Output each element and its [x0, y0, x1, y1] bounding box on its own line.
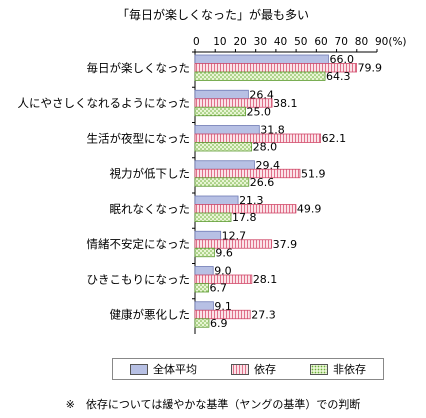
category-label: 情緒不安定になった	[87, 237, 191, 251]
bar-non-dependent	[194, 142, 253, 152]
category-label: 毎日が楽しくなった	[87, 61, 191, 75]
bar-dependent	[194, 168, 301, 179]
value-label: 17.8	[232, 211, 256, 224]
bar-dependent	[194, 133, 321, 143]
value-label: 26.4	[249, 88, 273, 101]
bar-dependent	[194, 239, 273, 249]
legend: 全体平均 依存 非依存	[112, 358, 384, 380]
category-label: 視力が低下した	[110, 167, 191, 181]
x-tick-label: 60	[314, 36, 327, 48]
x-tick-label: 0	[193, 36, 200, 48]
bar-dependent	[194, 309, 251, 320]
legend-item-non-dependent: 非依存	[310, 361, 366, 377]
bar-non-dependent	[194, 71, 326, 81]
x-tick-label: 90(%)	[375, 36, 407, 48]
category-label: 眠れなくなった	[110, 202, 191, 216]
category-label: 健康が悪化した	[110, 308, 191, 322]
legend-item-average: 全体平均	[130, 361, 197, 377]
value-label: 21.3	[239, 194, 264, 207]
chart-title: 「毎日が楽しくなった」が最も多い	[116, 8, 309, 22]
value-label: 38.1	[273, 97, 298, 110]
bar-average	[194, 54, 329, 64]
value-label: 51.9	[301, 167, 326, 180]
value-label: 66.0	[329, 53, 354, 66]
footnote: ※ 依存については緩やかな基準（ヤングの基準）での判断	[65, 398, 361, 411]
x-tick-label: 20	[233, 36, 246, 48]
value-label: 27.3	[251, 308, 276, 321]
x-tick-label: 10	[213, 36, 226, 48]
x-tick-label: 40	[274, 36, 287, 48]
x-tick-label: 80	[355, 36, 368, 48]
bar-non-dependent	[194, 318, 210, 328]
x-tick-label: 30	[254, 36, 267, 48]
value-label: 9.6	[215, 246, 233, 259]
value-label: 28.0	[253, 141, 278, 154]
x-tick-label: 50	[294, 36, 307, 48]
value-label: 31.8	[260, 124, 285, 137]
value-label: 26.6	[250, 176, 275, 189]
legend-label-average: 全体平均	[153, 363, 197, 376]
bar-non-dependent	[194, 283, 209, 293]
value-label: 6.7	[210, 282, 228, 295]
legend-label-non-dependent: 非依存	[333, 363, 366, 376]
bar-average	[194, 230, 222, 241]
bar-average	[194, 266, 214, 276]
category-label: 人にやさしくなれるようになった	[18, 96, 191, 110]
value-label: 12.7	[222, 229, 247, 242]
bar-average	[194, 301, 214, 311]
legend-item-dependent: 依存	[231, 361, 276, 377]
bar-dependent	[194, 274, 253, 284]
legend-swatch-non-dependent	[310, 363, 328, 375]
legend-label-dependent: 依存	[254, 363, 276, 376]
value-label: 28.1	[253, 273, 278, 286]
bar-dependent	[194, 204, 297, 214]
value-label: 6.9	[210, 317, 228, 330]
legend-swatch-dependent	[231, 363, 249, 375]
value-label: 29.4	[255, 159, 280, 172]
value-label: 25.0	[247, 105, 271, 118]
legend-swatch-average	[130, 363, 148, 375]
value-label: 9.1	[214, 300, 232, 313]
bar-non-dependent	[194, 106, 246, 117]
value-label: 62.1	[322, 132, 347, 145]
value-label: 49.9	[297, 203, 322, 216]
category-label: ひきこもりになった	[87, 272, 191, 286]
bar-non-dependent	[194, 177, 250, 187]
bar-average	[194, 125, 260, 135]
bar-non-dependent	[194, 212, 232, 222]
x-tick-label: 70	[335, 36, 348, 48]
value-label: 64.3	[326, 70, 351, 83]
value-label: 37.9	[273, 238, 298, 251]
bar-average	[194, 160, 255, 170]
value-label: 9.0	[214, 265, 232, 278]
value-label: 79.9	[358, 62, 383, 75]
category-label: 生活が夜型になった	[87, 131, 191, 145]
bar-non-dependent	[194, 247, 215, 258]
bar-average	[194, 89, 249, 100]
bar-average	[194, 195, 239, 205]
